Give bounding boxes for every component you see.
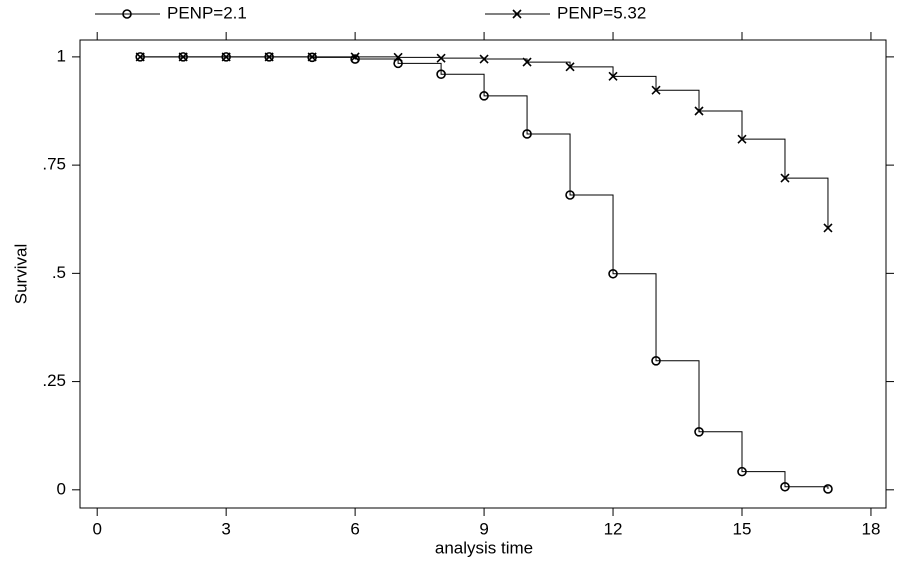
marker [350, 52, 360, 62]
marker [436, 53, 446, 63]
marker [694, 427, 704, 437]
marker [178, 52, 188, 62]
plot-frame [79, 39, 887, 509]
y-axis-label: Survival [11, 244, 30, 304]
marker [651, 356, 661, 366]
marker [522, 57, 532, 67]
x-tick-label: 18 [861, 519, 880, 538]
step-line [140, 56, 829, 489]
marker [135, 52, 145, 62]
marker [608, 71, 618, 81]
y-tick-label: 1 [57, 46, 66, 65]
marker [565, 190, 575, 200]
marker [737, 466, 747, 477]
x-tick-label: 9 [479, 519, 488, 538]
marker [780, 173, 790, 183]
x-tick-label: 0 [92, 519, 101, 538]
marker [522, 129, 532, 139]
marker [307, 52, 317, 62]
legend-label: PENP=2.1 [167, 3, 247, 22]
marker [436, 69, 446, 80]
marker [565, 62, 575, 72]
legend-label: PENP=5.32 [557, 3, 646, 22]
marker [694, 106, 704, 116]
x-tick-label: 3 [221, 519, 230, 538]
marker [780, 481, 790, 492]
y-tick-label: .5 [52, 263, 66, 282]
marker [221, 52, 231, 62]
marker [393, 58, 403, 69]
marker [393, 52, 403, 62]
marker [823, 223, 833, 233]
legend-marker [512, 9, 522, 19]
x-axis-label: analysis time [435, 538, 533, 557]
x-tick-label: 12 [604, 519, 623, 538]
marker [651, 85, 661, 95]
legend-marker [122, 9, 132, 19]
marker [479, 91, 489, 101]
marker [737, 134, 747, 144]
marker [608, 268, 618, 279]
marker [264, 52, 274, 62]
marker [479, 54, 489, 64]
x-tick-label: 15 [733, 519, 752, 538]
step-line [140, 56, 829, 228]
x-tick-label: 6 [350, 519, 359, 538]
marker [823, 484, 833, 494]
y-tick-label: 0 [57, 479, 66, 498]
marker [350, 54, 360, 64]
y-tick-label: .25 [42, 371, 66, 390]
y-tick-label: .75 [42, 155, 66, 174]
